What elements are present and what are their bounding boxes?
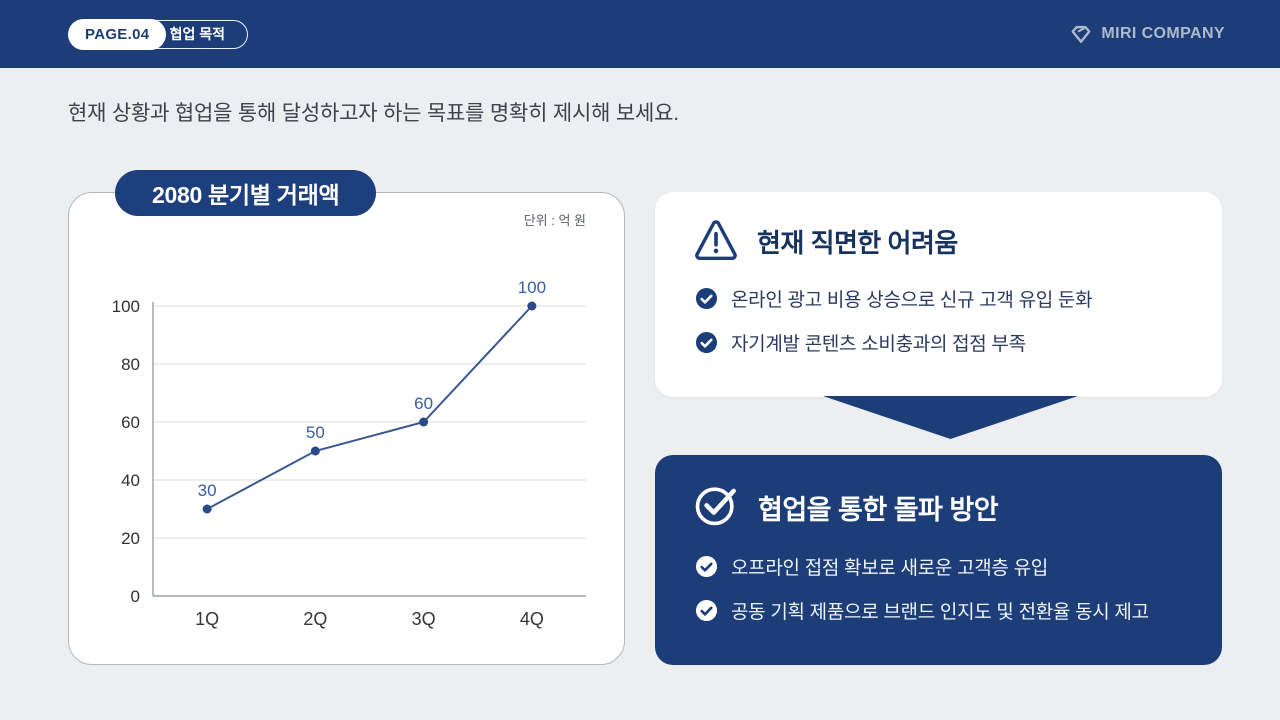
list-item: 자기계발 콘텐츠 소비충과의 접점 부족 <box>695 329 1198 356</box>
header-bar: 협업 목적 PAGE.04 MIRI COMPANY <box>0 0 1280 68</box>
brand-logo: MIRI COMPANY <box>1070 23 1225 45</box>
problem-card-bullets: 온라인 광고 비용 상승으로 신규 고객 유입 둔화 자기계발 콘텐츠 소비충과… <box>655 265 1222 356</box>
check-badge-icon <box>695 599 718 622</box>
brand-name: MIRI COMPANY <box>1101 25 1225 42</box>
list-item-text: 자기계발 콘텐츠 소비충과의 접점 부족 <box>731 334 1026 355</box>
page-number-pill: PAGE.04 <box>68 18 167 50</box>
svg-text:60: 60 <box>121 413 140 432</box>
check-badge-icon <box>695 287 718 310</box>
list-item: 공동 기획 제품으로 브랜드 인지도 및 전환율 동시 제고 <box>695 597 1198 624</box>
list-item-text: 공동 기획 제품으로 브랜드 인지도 및 전환율 동시 제고 <box>731 602 1149 623</box>
section-label: 협업 목적 <box>169 26 225 42</box>
svg-text:3Q: 3Q <box>412 609 436 629</box>
list-item: 오프라인 접점 확보로 새로운 고객층 유입 <box>695 553 1198 580</box>
svg-text:40: 40 <box>121 471 140 490</box>
gem-icon <box>1070 23 1092 45</box>
warning-triangle-icon <box>693 218 739 265</box>
solution-card-title: 협업을 통한 돌파 방안 <box>758 494 999 525</box>
svg-text:80: 80 <box>121 355 140 374</box>
svg-text:60: 60 <box>414 394 433 413</box>
solution-card-bullets: 오프라인 접점 확보로 새로운 고객층 유입 공동 기획 제품으로 브랜드 인지… <box>655 533 1222 624</box>
list-item-text: 온라인 광고 비용 상승으로 신규 고객 유입 둔화 <box>731 290 1093 311</box>
problem-card-title: 현재 직면한 어려움 <box>757 228 958 258</box>
svg-text:1Q: 1Q <box>195 609 219 629</box>
page-badge-group: 협업 목적 PAGE.04 <box>68 18 248 50</box>
svg-text:2Q: 2Q <box>303 609 327 629</box>
page-number-label: PAGE.04 <box>85 25 150 43</box>
svg-text:50: 50 <box>306 423 325 442</box>
check-circle-icon <box>693 481 740 533</box>
solution-card-header: 협업을 통한 돌파 방안 <box>655 455 1222 533</box>
quarterly-sales-line-chart: 0 20 40 60 80 100 30 50 60 100 1Q 2Q 3Q 4Q <box>112 278 586 629</box>
svg-text:30: 30 <box>198 481 217 500</box>
check-badge-icon <box>695 331 718 354</box>
chart-title-badge: 2080 분기별 거래액 <box>115 170 377 216</box>
svg-text:100: 100 <box>518 278 546 297</box>
svg-text:100: 100 <box>112 297 140 316</box>
problem-card: 현재 직면한 어려움 온라인 광고 비용 상승으로 신규 고객 유입 둔화 자기… <box>655 192 1222 397</box>
list-item-text: 오프라인 접점 확보로 새로운 고객층 유입 <box>731 558 1048 579</box>
svg-text:4Q: 4Q <box>520 609 544 629</box>
solution-card: 협업을 통한 돌파 방안 오프라인 접점 확보로 새로운 고객층 유입 공동 기… <box>655 455 1222 665</box>
check-badge-icon <box>695 555 718 578</box>
chart-title: 2080 분기별 거래액 <box>152 182 340 208</box>
problem-card-header: 현재 직면한 어려움 <box>655 192 1222 265</box>
quarterly-sales-card: 2080 분기별 거래액 단위 : 억 원 0 20 40 60 80 100 30 50 60… <box>68 170 625 665</box>
list-item: 온라인 광고 비용 상승으로 신규 고객 유입 둔화 <box>695 285 1198 312</box>
slide-subtitle: 현재 상황과 협업을 통해 달성하고자 하는 목표를 명확히 제시해 보세요. <box>68 102 679 125</box>
down-arrow <box>823 396 1078 439</box>
svg-text:0: 0 <box>131 587 140 606</box>
svg-text:20: 20 <box>121 529 140 548</box>
chart-unit-label: 단위 : 억 원 <box>523 213 586 228</box>
